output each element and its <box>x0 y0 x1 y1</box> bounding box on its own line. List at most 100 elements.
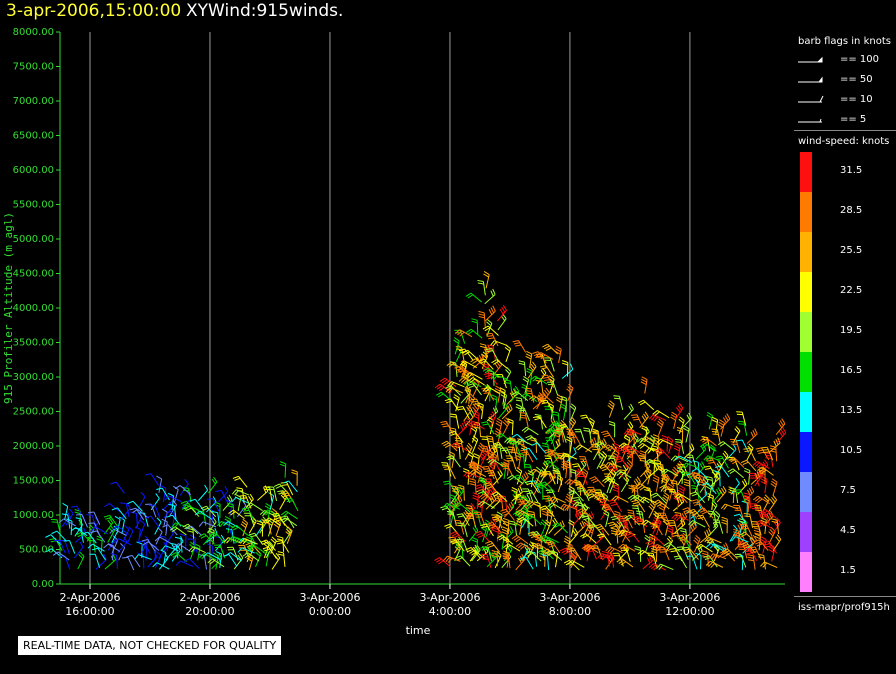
wind-barb-flag <box>445 556 451 562</box>
wind-barb-flag <box>535 477 541 483</box>
wind-barb <box>534 552 538 567</box>
wind-barb-flag <box>577 468 582 474</box>
legend-divider <box>794 130 896 131</box>
wind-barb-flag <box>450 416 457 418</box>
wind-barb-flag <box>276 538 284 541</box>
wind-barb-flag <box>618 529 623 536</box>
wind-barb-flag <box>655 501 661 506</box>
wind-barb-flag <box>198 533 205 537</box>
wind-barb-flag <box>698 503 702 510</box>
wind-barb-flag <box>230 536 236 543</box>
wind-barb-flag <box>656 546 662 552</box>
wind-barb-flag <box>750 548 757 551</box>
wind-barb-flag <box>612 489 619 492</box>
wind-barb-flag <box>77 533 84 538</box>
wind-barb-flag <box>562 455 569 458</box>
wind-barb-flag <box>449 361 456 364</box>
wind-barb-flag <box>535 352 542 357</box>
wind-barb-flag <box>671 532 678 535</box>
wind-barb-flag <box>623 429 629 435</box>
wind-barb-flag <box>507 474 513 480</box>
wind-barb-flag <box>458 376 464 382</box>
colorbar-label: 16.5 <box>840 365 863 376</box>
wind-barb-flag <box>184 525 191 530</box>
wind-barb-flag <box>620 530 626 536</box>
wind-barb-flag <box>608 523 615 527</box>
wind-barb-flag <box>515 537 522 543</box>
wind-barb-flag <box>480 452 486 458</box>
wind-barb-flag <box>281 510 287 516</box>
wind-barb-flag <box>748 487 753 494</box>
wind-barb-flag <box>105 516 112 520</box>
wind-barb-flag <box>568 519 575 524</box>
wind-barb-flag <box>481 447 488 450</box>
wind-barb-flag <box>650 537 657 541</box>
wind-barb-flag <box>189 544 195 549</box>
wind-barb-flag <box>636 476 641 482</box>
wind-barb <box>81 514 88 528</box>
wind-barb-flag <box>575 483 582 487</box>
wind-barb-flag <box>509 392 514 399</box>
wind-barb <box>707 482 717 495</box>
wind-barb <box>178 543 191 552</box>
wind-barb-flag <box>470 398 477 401</box>
wind-barb-flag <box>501 449 508 452</box>
wind-barb-flag <box>182 502 189 506</box>
wind-barb-flag <box>528 513 535 516</box>
wind-barb-flag <box>771 496 776 503</box>
wind-barb-flag <box>472 415 479 419</box>
wind-barb-flag <box>241 521 247 526</box>
wind-barb-flag <box>688 471 694 477</box>
wind-barb-flag <box>622 546 628 552</box>
wind-barb-flag <box>748 443 754 449</box>
wind-barb-flag <box>765 457 772 460</box>
wind-barb-flag <box>662 496 668 502</box>
wind-barb <box>147 541 160 551</box>
wind-barb-flag <box>737 524 742 531</box>
wind-barb-flag <box>487 458 493 464</box>
wind-barb-flag <box>486 435 493 438</box>
wind-barb-flag <box>708 528 712 534</box>
wind-barb-flag <box>52 551 59 556</box>
wind-barb-flag <box>211 511 218 514</box>
wind-barb-flag <box>128 526 134 532</box>
wind-barb-flag <box>466 418 473 422</box>
wind-barb-flag <box>487 346 494 349</box>
wind-barb-flag <box>491 517 497 524</box>
wind-barb-flag <box>610 527 617 531</box>
wind-barb-flag <box>639 444 645 449</box>
wind-barb-flag <box>656 423 662 428</box>
wind-barb <box>57 551 70 561</box>
wind-barb-flag <box>485 348 492 351</box>
wind-barb-flag <box>470 358 476 363</box>
wind-barb-flag <box>743 478 748 485</box>
wind-barb-flag <box>154 536 160 542</box>
wind-barb-flag <box>701 444 708 449</box>
wind-barb-flag <box>75 531 82 536</box>
wind-barb <box>179 560 194 567</box>
wind-barb-flag <box>700 436 706 442</box>
wind-barb-flag <box>680 530 687 533</box>
wind-barb-flag <box>613 447 620 452</box>
wind-barb-flag <box>472 423 478 429</box>
wind-barb-flag <box>140 544 147 548</box>
wind-barb-flag <box>570 492 577 496</box>
wind-barb-flag <box>526 482 533 486</box>
wind-barb-flag <box>441 379 448 384</box>
wind-barb-flag <box>652 436 659 440</box>
wind-barb-flag <box>277 553 284 556</box>
wind-barb-flag <box>462 375 469 380</box>
wind-barb-flag <box>507 405 511 412</box>
qc-notice: REAL-TIME DATA, NOT CHECKED FOR QUALITY <box>18 636 282 655</box>
wind-barb-flag <box>466 444 472 451</box>
wind-barb <box>219 554 223 569</box>
wind-barb-flag <box>645 469 651 474</box>
wind-barb-flag <box>485 540 492 544</box>
wind-barb-flag <box>546 453 553 456</box>
wind-barb-flag <box>514 476 521 480</box>
wind-barb-flag <box>461 361 467 367</box>
wind-barb-flag <box>87 511 95 514</box>
wind-barb-flag <box>773 521 778 528</box>
wind-barb <box>143 540 151 554</box>
wind-barb-flag <box>683 509 690 513</box>
